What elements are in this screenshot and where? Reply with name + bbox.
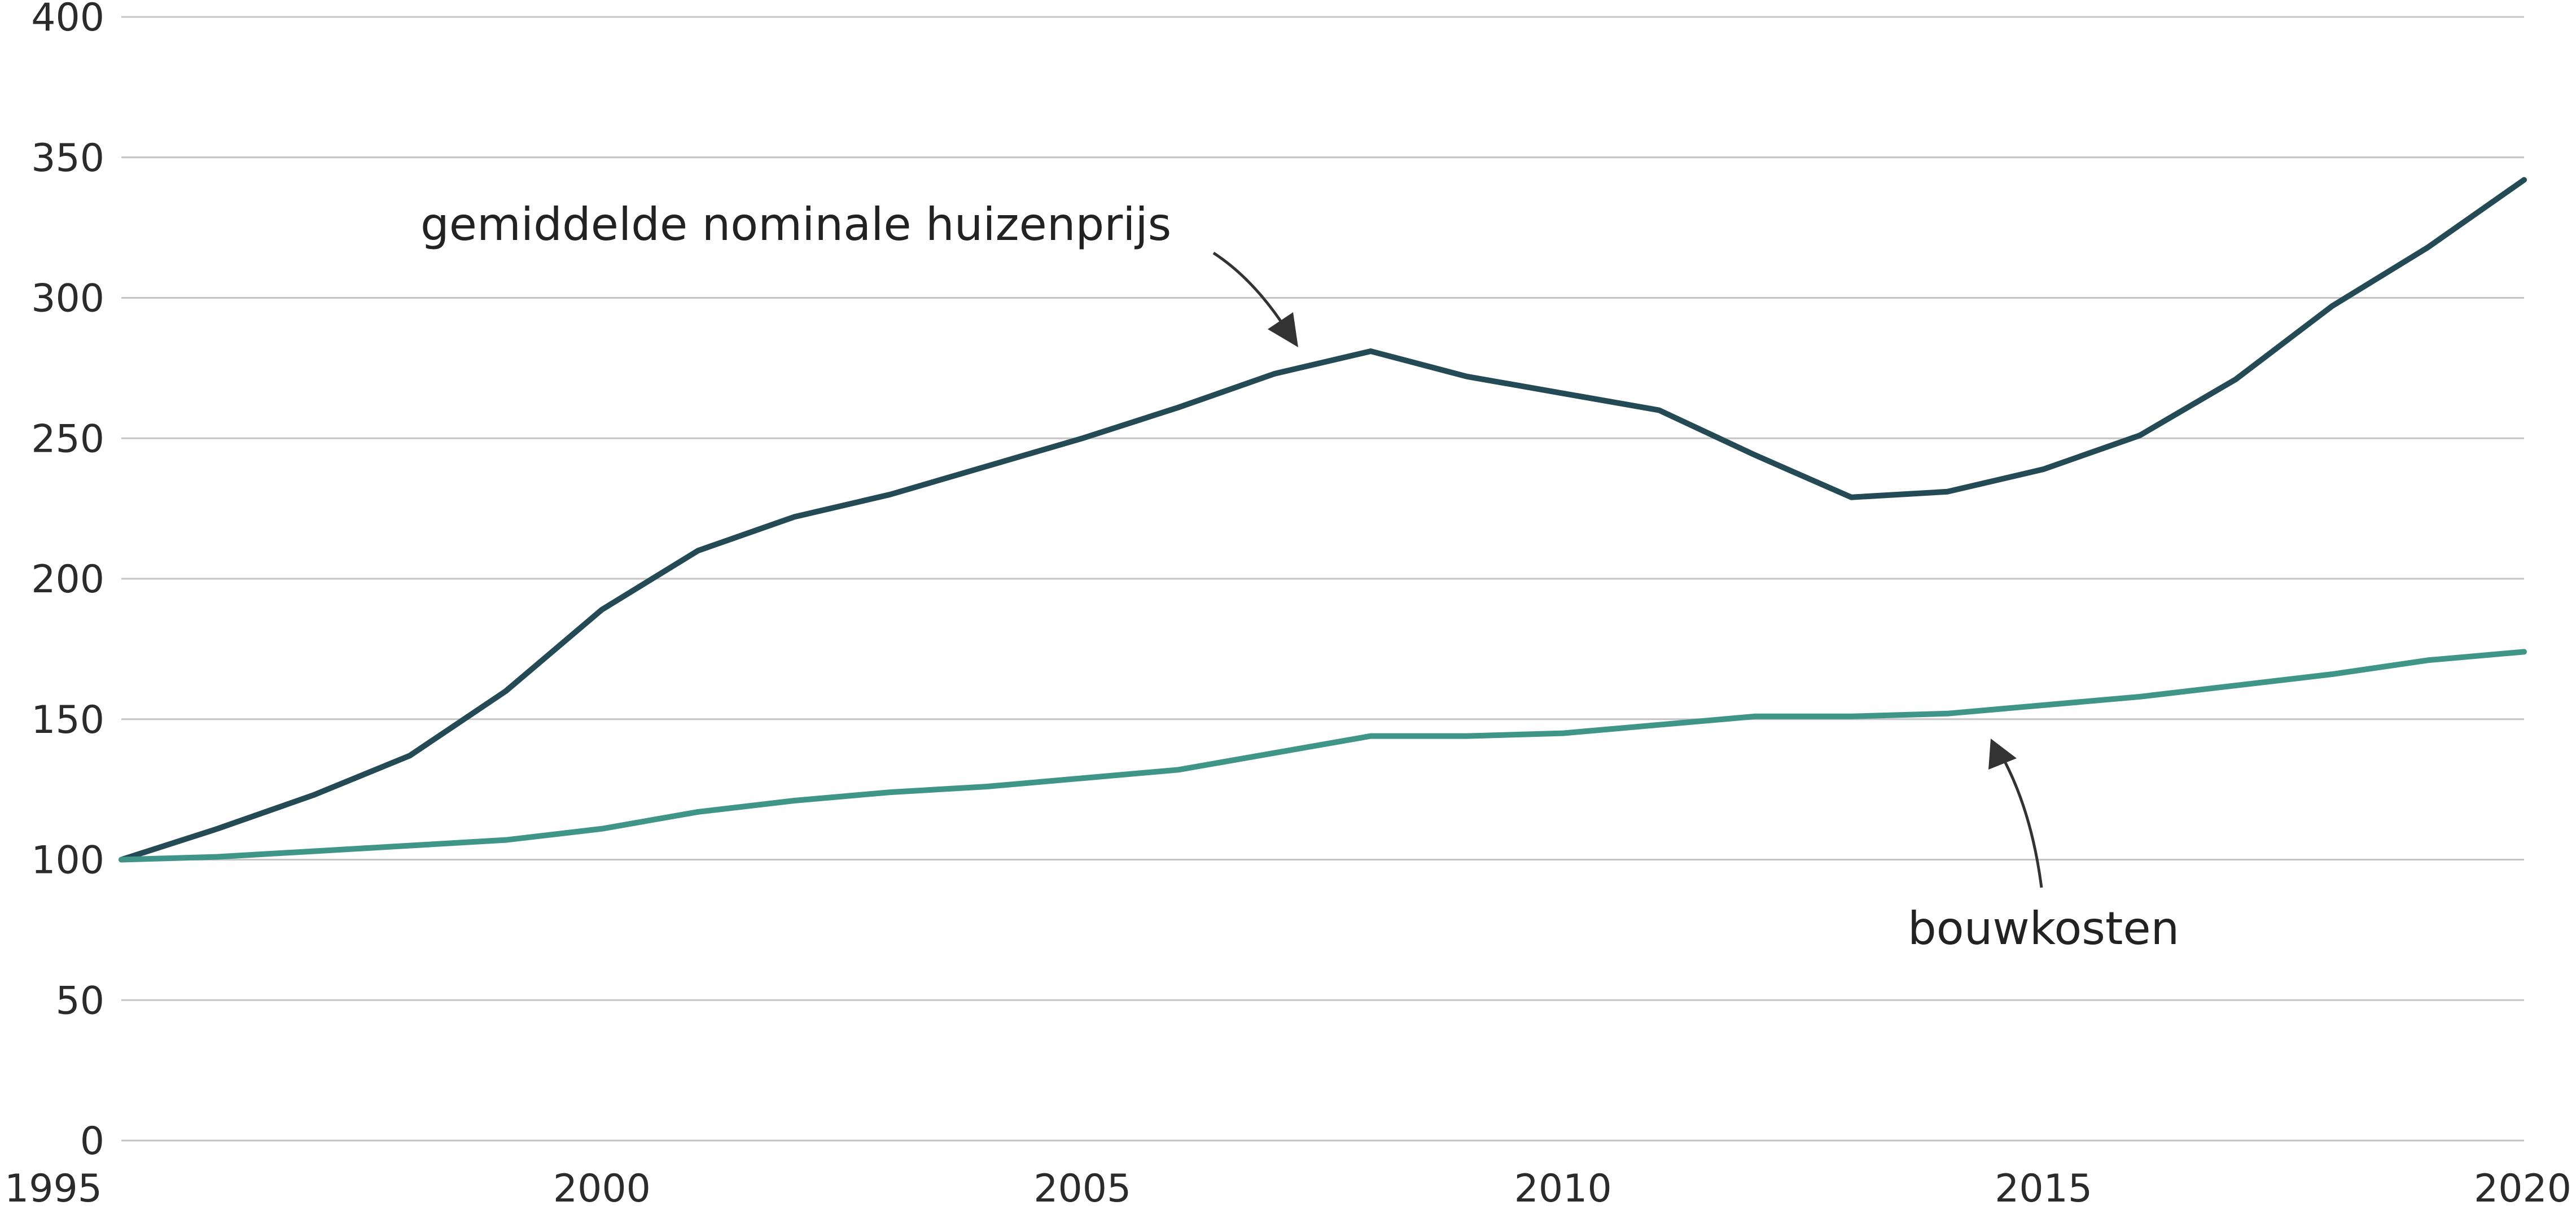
y-tick-label: 250 bbox=[31, 417, 104, 461]
annotations: gemiddelde nominale huizenprijs bouwkost… bbox=[420, 198, 2179, 955]
y-axis-tick-labels: 0 50 100 150 200 250 300 350 400 bbox=[31, 0, 104, 1164]
x-tick-label: 2020 bbox=[2474, 1167, 2571, 1210]
x-tick-label: 2000 bbox=[553, 1167, 651, 1210]
y-tick-label: 50 bbox=[55, 979, 104, 1023]
series-line-construction-cost bbox=[119, 649, 2527, 863]
x-tick-label: 2010 bbox=[1514, 1167, 1612, 1210]
x-tick-label: 1995 bbox=[5, 1167, 102, 1210]
annotation-arrow-house-price bbox=[1212, 251, 1283, 323]
series-lines bbox=[119, 177, 2527, 863]
y-tick-label: 200 bbox=[31, 557, 104, 602]
y-tick-label: 300 bbox=[31, 277, 104, 321]
y-tick-label: 0 bbox=[80, 1119, 104, 1164]
annotation-construction-cost: bouwkosten bbox=[1908, 902, 2179, 955]
x-axis-tick-labels: 1995 2000 2005 2010 2015 2020 bbox=[5, 1167, 2571, 1210]
x-tick-label: 2015 bbox=[1995, 1167, 2092, 1210]
y-tick-label: 400 bbox=[31, 0, 104, 40]
annotation-arrowhead-house-price bbox=[1268, 312, 1298, 347]
y-tick-label: 150 bbox=[31, 698, 104, 742]
gridlines bbox=[121, 16, 2524, 1142]
x-tick-label: 2005 bbox=[1033, 1167, 1131, 1210]
annotation-house-price: gemiddelde nominale huizenprijs bbox=[420, 198, 1171, 251]
y-tick-label: 100 bbox=[31, 838, 104, 883]
annotation-arrowhead-construction-cost bbox=[1988, 739, 2017, 770]
y-tick-label: 350 bbox=[31, 136, 104, 181]
annotation-arrow-construction-cost bbox=[2002, 758, 2043, 888]
series-line-house-price bbox=[119, 177, 2527, 863]
